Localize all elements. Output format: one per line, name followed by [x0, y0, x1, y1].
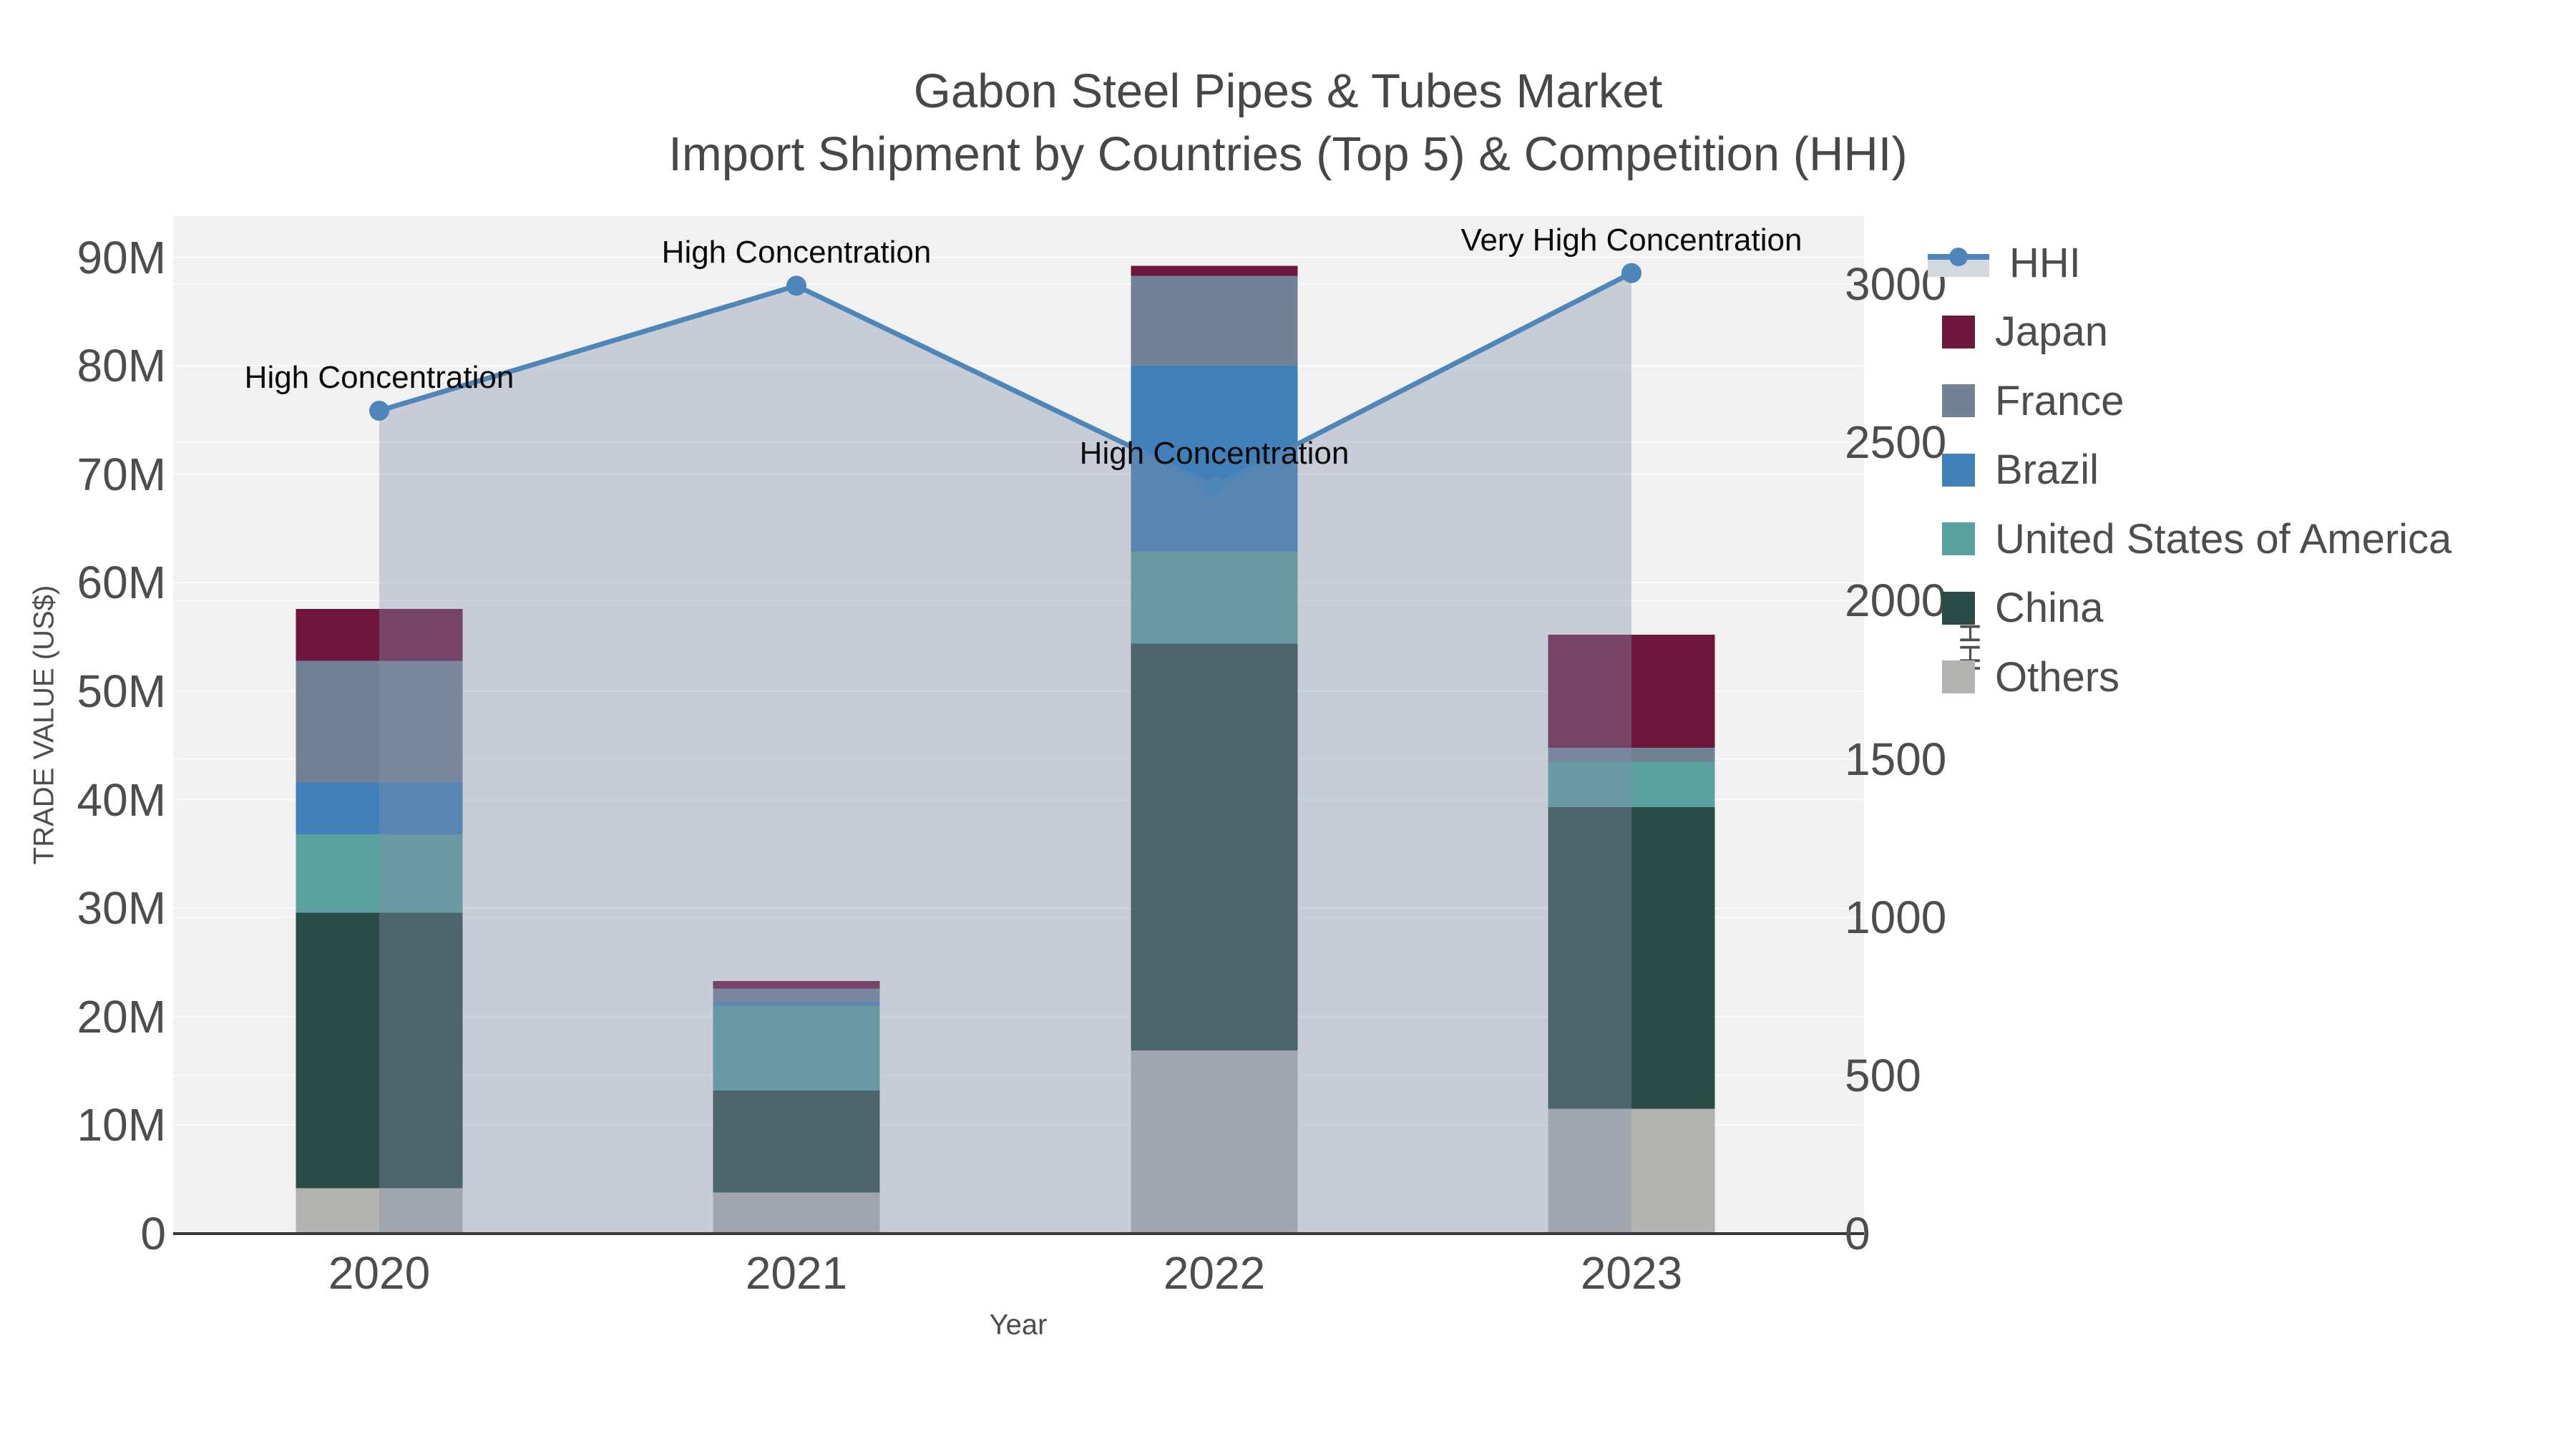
x-tick-label: 2022	[1163, 1247, 1266, 1299]
color-swatch-icon	[1942, 453, 1975, 487]
x-tick-label: 2021	[745, 1247, 848, 1299]
bar-segment-united-states-of-america	[1131, 551, 1298, 644]
bar-segment-others	[1548, 1108, 1715, 1234]
bar-segment-china	[1548, 807, 1715, 1109]
bar-segment-united-states-of-america	[713, 1005, 880, 1091]
hhi-line-legend-icon	[1928, 244, 1989, 281]
annotation-label: Very High Concentration	[1460, 222, 1802, 258]
hhi-marker	[369, 401, 389, 421]
y-left-tick-label: 0	[140, 1208, 166, 1259]
chart-title: Gabon Steel Pipes & Tubes Market Import …	[668, 60, 1907, 187]
hhi-area-fill	[379, 273, 1631, 1234]
hhi-marker	[1621, 263, 1641, 283]
bar-segment-france	[1131, 275, 1298, 366]
x-axis-title: Year	[989, 1309, 1048, 1341]
bar-segment-others	[713, 1192, 880, 1234]
chart-title-line1: Gabon Steel Pipes & Tubes Market	[913, 64, 1663, 118]
chart-title-line2: Import Shipment by Countries (Top 5) & C…	[668, 127, 1908, 182]
bar-segment-china	[1131, 643, 1298, 1050]
legend-label: China	[1995, 585, 2104, 631]
hhi-legend-dot	[1949, 248, 1968, 266]
hhi-marker	[1204, 477, 1224, 497]
color-swatch-icon	[1942, 315, 1975, 348]
bar-segment-brazil	[296, 782, 463, 835]
color-swatch-icon	[1942, 591, 1975, 625]
bar-segment-japan	[1131, 265, 1298, 276]
y-right-tick-label: 2500	[1845, 416, 1947, 469]
legend-item-china: China	[1923, 583, 2104, 633]
annotation-label: High Concentration	[1079, 436, 1350, 472]
y-left-tick-label: 70M	[77, 448, 167, 500]
annotation-label: High Concentration	[661, 235, 932, 270]
legend-item-united-states-of-america: United States of America	[1923, 514, 2451, 564]
legend-item-brazil: Brazil	[1923, 445, 2099, 495]
y-left-tick-label: 90M	[77, 231, 167, 283]
legend-item-japan: Japan	[1923, 307, 2108, 357]
legend-label: France	[1995, 377, 2124, 424]
bar-segment-france	[296, 660, 463, 783]
y-axis-title-left: TRADE VALUE (US$)	[28, 585, 60, 865]
hhi-marker	[786, 275, 806, 296]
color-swatch-icon	[1942, 660, 1975, 693]
legend-label: United States of America	[1995, 515, 2452, 562]
legend-item-hhi: HHI	[1923, 238, 2081, 288]
legend-label: Japan	[1995, 308, 2109, 355]
y-right-tick-label: 2000	[1845, 575, 1947, 627]
color-swatch-icon	[1942, 522, 1975, 555]
y-left-tick-label: 80M	[77, 340, 167, 392]
legend-label: Others	[1995, 653, 2120, 701]
y-right-tick-label: 1500	[1845, 733, 1947, 785]
bar-segment-china	[713, 1090, 880, 1193]
y-left-tick-label: 10M	[77, 1099, 167, 1151]
legend-item-others: Others	[1923, 652, 2119, 702]
y-left-tick-label: 30M	[77, 882, 167, 935]
y-left-tick-label: 50M	[77, 665, 167, 717]
y-left-tick-label: 60M	[77, 557, 167, 609]
annotation-label: High Concentration	[244, 360, 514, 395]
bar-segment-japan	[713, 980, 880, 989]
bar-segment-france	[1548, 747, 1715, 762]
y-left-tick-label: 40M	[77, 774, 167, 826]
bar-segment-france	[713, 988, 880, 1003]
bar-segment-brazil	[713, 1002, 880, 1006]
bar-segment-others	[1131, 1050, 1298, 1234]
legend-label: Brazil	[1995, 447, 2099, 493]
bar-segment-united-states-of-america	[296, 834, 463, 913]
bar-segment-united-states-of-america	[1548, 761, 1715, 808]
x-tick-label: 2023	[1580, 1247, 1683, 1299]
bar-segment-japan	[296, 608, 463, 661]
legend-item-france: France	[1923, 376, 2124, 426]
y-left-tick-label: 20M	[77, 990, 167, 1043]
bar-segment-others	[296, 1188, 463, 1234]
x-tick-label: 2020	[328, 1247, 431, 1299]
legend-label: HHI	[2009, 239, 2081, 286]
hhi-line	[378, 270, 1633, 490]
y-right-tick-label: 1000	[1845, 891, 1947, 943]
y-right-tick-label: 0	[1845, 1208, 1870, 1259]
color-swatch-icon	[1942, 384, 1975, 417]
bar-segment-china	[296, 912, 463, 1189]
bar-segment-japan	[1548, 635, 1715, 748]
y-right-tick-label: 500	[1845, 1049, 1921, 1101]
